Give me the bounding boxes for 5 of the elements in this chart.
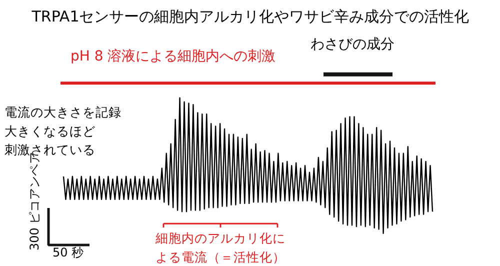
- annotation: 細胞内のアルカリ化による電流（＝活性化）: [154, 230, 286, 264]
- text: わさびの成分: [310, 36, 394, 52]
- chart-title: TRPA1センサーの細胞内アルカリ化やワサビ辛み成分での活性化: [30, 8, 470, 26]
- text: 50 秒: [52, 246, 84, 260]
- text: pH 8 溶液による細胞内への刺激: [70, 48, 276, 64]
